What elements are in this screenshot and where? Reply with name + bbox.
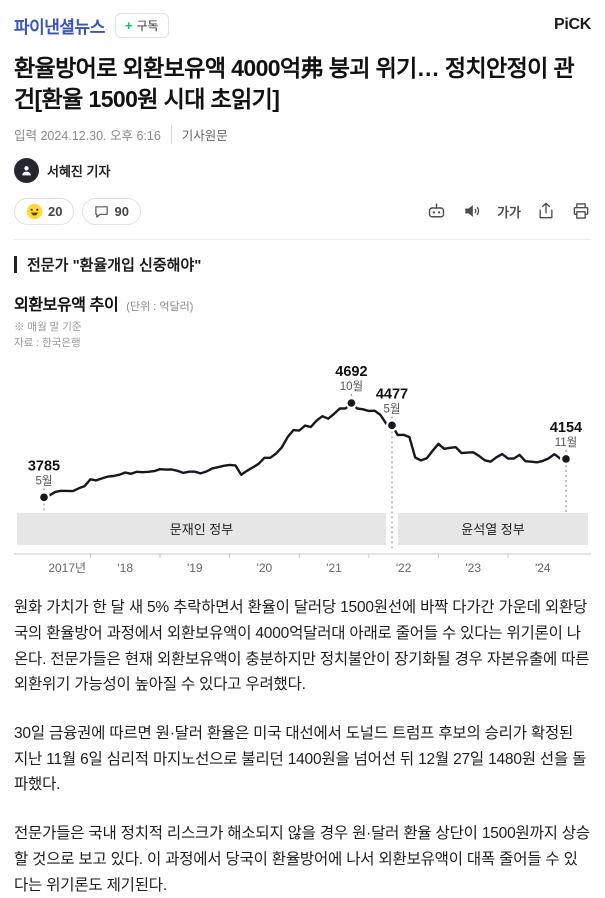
svg-text:'23: '23 [465, 561, 481, 575]
header-left: 파이낸셜뉴스 + 구독 [14, 12, 169, 38]
comment-bubble-icon [95, 205, 109, 218]
svg-text:10월: 10월 [340, 380, 363, 393]
svg-text:'24: '24 [535, 561, 551, 575]
share-icon [539, 202, 553, 219]
svg-text:'19: '19 [187, 561, 203, 575]
chart-note-source: 자료 : 한국은행 [14, 336, 81, 349]
reaction-button[interactable]: 20 [14, 197, 75, 225]
svg-text:4692: 4692 [335, 364, 367, 380]
chart-header: 외환보유액 추이 (단위 : 억달러) [14, 291, 591, 315]
quote-text: 전문가 "환율개입 신중해야" [27, 256, 202, 274]
svg-text:윤석열 정부: 윤석열 정부 [461, 522, 524, 537]
subheading-quote: 전문가 "환율개입 신중해야" [14, 240, 591, 285]
pick-badge[interactable]: PiCK [553, 16, 591, 33]
svg-text:5월: 5월 [36, 474, 53, 487]
svg-text:문재인 정부: 문재인 정부 [170, 522, 233, 537]
svg-text:'21: '21 [326, 561, 342, 575]
section-divider [14, 238, 591, 240]
article-toolbar: 20 90 [14, 197, 591, 225]
chart-unit-label: (단위 : 억달러) [126, 300, 194, 313]
svg-text:'22: '22 [396, 561, 412, 575]
reporter-name: 서혜진 기자 [47, 163, 111, 179]
body-paragraph: 전문가들은 국내 정치적 리스크가 해소되지 않을 경우 원·달러 환율 상단이… [14, 825, 590, 894]
summary-bot-button[interactable] [426, 201, 447, 222]
svg-text:4154: 4154 [550, 420, 582, 436]
article-body: 원화 가치가 한 달 새 5% 추락하면서 환율이 달러당 1500원선에 바짝… [14, 595, 591, 898]
svg-text:3785: 3785 [28, 458, 60, 474]
smiley-reaction-icon [26, 203, 43, 219]
fx-reserves-line-chart: 문재인 정부 윤석열 정부 2017년 '18 '19 '20 '21 '22 '23 '24 37… [14, 364, 591, 575]
publisher-logo[interactable]: 파이낸셜뉴스 [14, 17, 105, 37]
comment-count: 90 [114, 203, 129, 219]
tool-icons: 가가 [426, 201, 591, 222]
robot-icon [428, 202, 445, 217]
person-icon [22, 165, 31, 175]
chart-notes: ※ 매월 말 기준 자료 : 한국은행 [14, 319, 591, 352]
plus-icon: + [124, 17, 133, 33]
printer-icon [573, 203, 589, 219]
svg-text:2017년: 2017년 [48, 561, 86, 575]
text-size-label: 가가 [497, 204, 521, 220]
chart-section: 외환보유액 추이 (단위 : 억달러) ※ 매월 말 기준 자료 : 한국은행 … [14, 291, 591, 584]
article-meta: 입력 2024.12.30. 오후 6:16 기사원문 [14, 124, 591, 144]
reporter-row[interactable]: 서혜진 기자 [14, 157, 591, 183]
subscribe-label: 구독 [136, 18, 159, 33]
original-article-link[interactable]: 기사원문 [170, 124, 228, 144]
listen-button[interactable] [462, 201, 482, 221]
chart-title: 외환보유액 추이 [14, 296, 119, 314]
body-paragraph: 30일 금융권에 따르면 원·달러 환율은 미국 대선에서 도널드 트럼프 후보… [14, 724, 587, 794]
chart-note-basis: ※ 매월 말 기준 [14, 320, 82, 333]
reporter-avatar[interactable] [14, 157, 39, 183]
svg-text:'18: '18 [117, 561, 133, 575]
reaction-count: 20 [48, 203, 63, 219]
text-size-button[interactable]: 가가 [497, 202, 521, 221]
svg-text:5월: 5월 [384, 402, 401, 415]
svg-text:4477: 4477 [376, 386, 408, 402]
article-title: 환율방어로 외환보유액 4000억弗 붕괴 위기… 정치안정이 관건[환율 15… [14, 55, 575, 113]
subscribe-button[interactable]: + 구독 [114, 12, 169, 38]
speaker-icon [465, 205, 480, 217]
share-button[interactable] [536, 201, 556, 221]
body-paragraph: 원화 가치가 한 달 새 5% 추락하면서 환율이 달러당 1500원선에 바짝… [14, 599, 590, 694]
header: 파이낸셜뉴스 + 구독 PiCK [14, 10, 591, 40]
print-button[interactable] [571, 201, 591, 221]
quote-bar [14, 255, 17, 273]
published-time: 입력 2024.12.30. 오후 6:16 [14, 128, 161, 143]
svg-text:11월: 11월 [555, 436, 578, 449]
reaction-pills: 20 90 [14, 197, 141, 225]
svg-text:'20: '20 [257, 561, 273, 575]
comment-button[interactable]: 90 [82, 197, 141, 225]
